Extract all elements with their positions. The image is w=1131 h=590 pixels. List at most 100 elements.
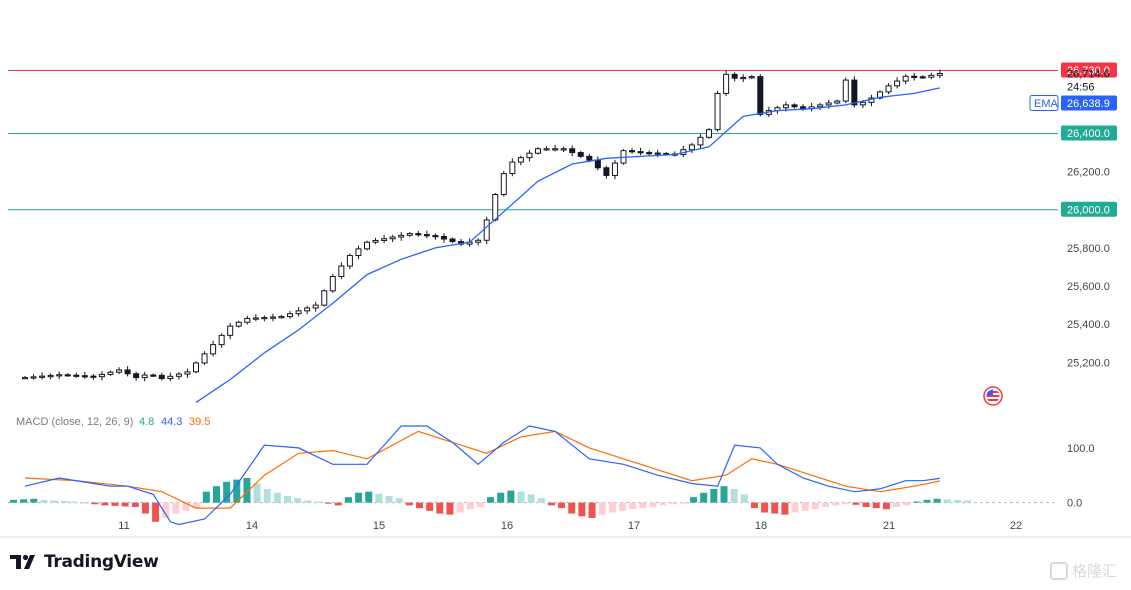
level-badge (1061, 125, 1117, 141)
time-tick-label: 18 (755, 520, 767, 532)
candle-body (748, 76, 755, 79)
time-tick-label: 21 (883, 520, 895, 532)
price-badges: 26,730.0 26,400.0 26,000.0 26,714.624:56 EMA… (1029, 62, 1117, 217)
macd-histogram-bar (639, 502, 647, 509)
candle-body (22, 377, 28, 380)
macd-histogram-bar (507, 490, 515, 503)
macd-histogram-bar (243, 477, 251, 503)
candle-body (184, 371, 191, 375)
macd-histogram-bar (202, 491, 210, 503)
candle-body (688, 144, 695, 151)
macd-histogram-bar (497, 492, 505, 503)
us-flag-icon[interactable] (983, 386, 1003, 406)
candle-body (98, 373, 105, 378)
tradingview-logo-icon (10, 554, 35, 569)
candle-body (577, 152, 584, 157)
candle-body (64, 374, 71, 377)
macd-histogram-bar (344, 497, 352, 503)
time-tick-label: 22 (1010, 520, 1022, 532)
macd-histogram-bar (172, 502, 180, 514)
candle-body (372, 239, 379, 243)
macd-histogram-bar (893, 502, 901, 507)
macd-histogram-bar (558, 502, 566, 509)
watermark-text: 格隆汇 (1072, 562, 1118, 580)
candle-body (304, 307, 311, 312)
macd-histogram-bar (781, 502, 789, 515)
price-pane[interactable] (8, 69, 1058, 403)
candle-body (193, 362, 199, 373)
last-price-label: 26,714.6 (1067, 68, 1110, 80)
macd-histogram-bar (700, 492, 708, 503)
candle-body (603, 167, 610, 176)
macd-histogram-bar (466, 502, 474, 510)
candle-body (706, 129, 712, 138)
macd-histogram-bar (771, 502, 779, 514)
macd-histogram-bar (690, 497, 698, 503)
candle-body (244, 317, 251, 323)
macd-pane[interactable] (8, 425, 1058, 526)
candle-body (39, 375, 46, 378)
candle-body (107, 371, 114, 375)
brand[interactable]: TradingView (10, 552, 159, 572)
candle-body (594, 159, 601, 169)
candle-body (817, 104, 824, 108)
macd-histogram-bar (537, 498, 545, 503)
price-tick-label: 25,600.0 (1067, 281, 1110, 293)
candle-body (611, 162, 618, 176)
candle-body (800, 106, 807, 110)
macd-histogram-bar (324, 502, 332, 504)
time-tick-label: 15 (373, 520, 385, 532)
macd-histogram-bar (304, 500, 312, 503)
price-tick-label: 26,200.0 (1067, 167, 1110, 179)
macd-histogram-bar (750, 502, 758, 509)
price-tick-label: 25,200.0 (1067, 357, 1110, 369)
macd-tick-label: 0.0 (1067, 498, 1082, 510)
candle-body (560, 148, 567, 151)
macd-histogram-bar (365, 491, 373, 503)
candle-body (851, 79, 858, 106)
candle-body (492, 194, 499, 221)
macd-histogram-bar (669, 502, 677, 505)
candle-body (569, 148, 576, 154)
candle-body (902, 75, 909, 82)
macd-axis: 100.0 0.0 (1067, 443, 1095, 510)
macd-histogram-bar (598, 502, 606, 515)
candle-body (911, 75, 918, 78)
macd-histogram-bar (263, 488, 271, 503)
macd-histogram-bar (832, 502, 840, 506)
macd-histogram-bar (801, 502, 809, 511)
time-tick-label: 11 (118, 520, 129, 532)
candles[interactable] (22, 69, 943, 382)
level-label: 26,000.0 (1067, 204, 1110, 216)
macd-histogram-bar (456, 502, 464, 513)
macd-histogram-bar (517, 491, 525, 503)
macd-histogram-bar (233, 479, 241, 503)
candle-body (731, 73, 738, 79)
macd-histogram-bar (740, 494, 748, 503)
macd-histogram-bar (822, 502, 829, 507)
candle-body (894, 80, 901, 87)
macd-histogram-bar (943, 499, 951, 503)
macd-tick-label: 100.0 (1067, 443, 1095, 455)
candle-body (338, 265, 345, 278)
time-axis: 11 14 15 16 17 18 21 22 (0, 520, 1131, 538)
time-tick-label: 17 (628, 520, 640, 532)
candle-body (526, 152, 533, 159)
candle-body (235, 321, 242, 327)
watermark-logo-icon (1050, 561, 1068, 580)
candle-body (116, 369, 123, 373)
macd-histogram-bar (862, 502, 870, 507)
ema-value-badge (1061, 95, 1117, 111)
candle-body (218, 334, 225, 346)
ema-line[interactable] (195, 87, 941, 403)
candle-body (586, 155, 593, 161)
macd-histogram-bar (141, 502, 149, 514)
candle-body (859, 101, 866, 106)
macd-histogram-bar (131, 502, 139, 507)
macd-line[interactable] (24, 425, 940, 526)
candle-body (432, 235, 439, 238)
candle-body (295, 310, 302, 315)
candle-body (842, 79, 849, 102)
macd-signal-line[interactable] (24, 430, 941, 509)
